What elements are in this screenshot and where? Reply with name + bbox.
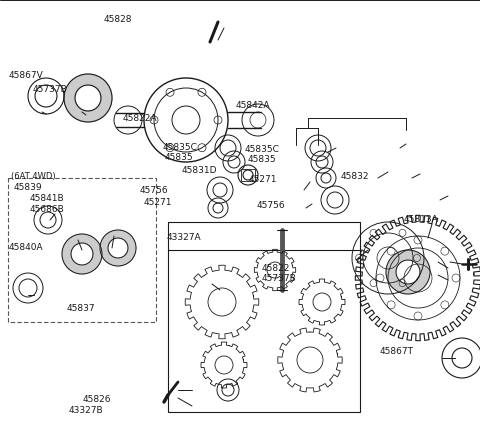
Text: 45839: 45839	[13, 183, 42, 192]
Text: 45828: 45828	[103, 15, 132, 24]
Text: 45756: 45756	[257, 201, 286, 210]
Text: 45832: 45832	[341, 172, 369, 180]
Text: 45756: 45756	[139, 186, 168, 195]
Text: 45737B: 45737B	[262, 274, 296, 283]
Text: 45835C: 45835C	[245, 145, 280, 154]
Text: 45271: 45271	[144, 198, 172, 207]
Text: 43327A: 43327A	[167, 233, 202, 242]
Text: 45831D: 45831D	[181, 166, 217, 175]
Text: 45835C: 45835C	[162, 143, 197, 152]
Text: 45841B: 45841B	[30, 194, 64, 203]
Text: 45835: 45835	[164, 153, 193, 162]
Text: 45867T: 45867T	[379, 347, 413, 356]
Text: 45835: 45835	[248, 155, 276, 164]
Text: 45822A: 45822A	[122, 114, 157, 123]
Bar	[168, 250, 360, 412]
Text: 45686B: 45686B	[30, 205, 64, 214]
Text: 45842A: 45842A	[235, 102, 270, 110]
Text: 45867V: 45867V	[9, 71, 43, 80]
Text: 45837: 45837	[66, 304, 95, 313]
Polygon shape	[386, 250, 430, 294]
Text: 45826: 45826	[83, 395, 111, 404]
Text: 45840A: 45840A	[9, 243, 43, 251]
Text: 45737B: 45737B	[33, 85, 67, 94]
Text: 45271: 45271	[249, 175, 277, 184]
Text: 45813A: 45813A	[403, 215, 438, 223]
Text: 43327B: 43327B	[68, 406, 103, 415]
Text: 45822: 45822	[262, 264, 290, 272]
Polygon shape	[100, 230, 136, 266]
Text: (6AT 4WD): (6AT 4WD)	[11, 173, 55, 181]
Bar	[241, 169, 255, 181]
Polygon shape	[64, 74, 112, 122]
Bar	[8, 178, 156, 322]
Polygon shape	[62, 234, 102, 274]
